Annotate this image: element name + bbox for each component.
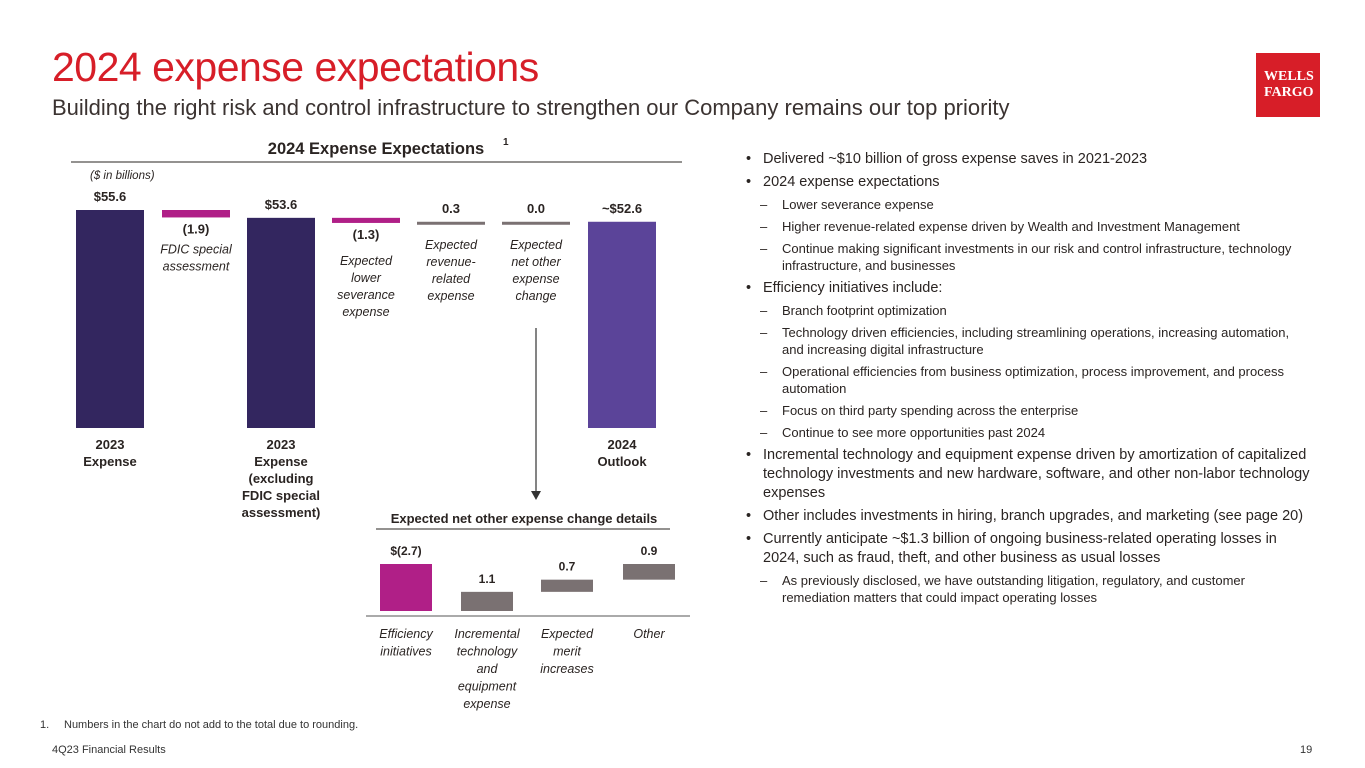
bullet-item: Other includes investments in hiring, br… bbox=[742, 507, 1310, 526]
sub-bullet-item: Lower severance expense bbox=[742, 196, 1310, 213]
details-value-label: 0.9 bbox=[641, 544, 658, 558]
bar-annotation: expense bbox=[342, 305, 389, 319]
bar-value-label: 0.0 bbox=[527, 201, 545, 216]
details-category-label: Efficiency bbox=[379, 627, 433, 641]
chart-title-superscript: 1 bbox=[503, 137, 509, 148]
page-title: 2024 expense expectations bbox=[52, 44, 539, 90]
sub-bullet-item: As previously disclosed, we have outstan… bbox=[742, 572, 1310, 606]
sub-bullet-item: Focus on third party spending across the… bbox=[742, 402, 1310, 419]
details-bar bbox=[461, 591, 513, 611]
details-bar bbox=[380, 564, 432, 611]
sub-bullet-item: Continue to see more opportunities past … bbox=[742, 424, 1310, 441]
footnote-number: 1. bbox=[40, 719, 50, 731]
details-value-label: 1.1 bbox=[479, 572, 496, 586]
details-bar bbox=[623, 564, 675, 580]
waterfall-bar bbox=[162, 210, 230, 218]
waterfall-bar bbox=[502, 221, 570, 225]
details-category-label: initiatives bbox=[380, 645, 431, 659]
details-category-label: Incremental bbox=[454, 627, 521, 641]
expense-charts: 2024 Expense Expectations 1 ($ in billions… bbox=[71, 137, 690, 711]
sub-bullet-item: Higher revenue-related expense driven by… bbox=[742, 218, 1310, 235]
bar-annotation: assessment bbox=[163, 259, 230, 273]
details-chart-title: Expected net other expense change detail… bbox=[391, 511, 658, 526]
waterfall-bar bbox=[247, 217, 315, 428]
chart-title: 2024 Expense Expectations bbox=[268, 140, 484, 158]
bullet-list: Delivered ~$10 billion of gross expense … bbox=[742, 150, 1310, 611]
bar-annotation: revenue- bbox=[426, 255, 475, 269]
footer-label: 4Q23 Financial Results bbox=[52, 744, 166, 756]
bullet-item: Currently anticipate ~$1.3 billion of on… bbox=[742, 530, 1310, 568]
details-category-label: Other bbox=[633, 627, 665, 641]
bullet-item: 2024 expense expectations bbox=[742, 173, 1310, 192]
details-value-label: 0.7 bbox=[559, 560, 576, 574]
details-category-label: equipment bbox=[458, 680, 517, 694]
sub-bullet-item: Technology driven efficiencies, includin… bbox=[742, 324, 1310, 358]
bar-value-label: $55.6 bbox=[94, 189, 127, 204]
bar-annotation: expense bbox=[512, 272, 559, 286]
bullet-item: Efficiency initiatives include: bbox=[742, 279, 1310, 298]
logo-line-2: FARGO bbox=[1264, 85, 1314, 100]
category-label: assessment) bbox=[242, 505, 321, 520]
bar-value-label: (1.9) bbox=[183, 221, 210, 236]
bar-annotation: change bbox=[515, 289, 556, 303]
details-category-label: increases bbox=[540, 662, 594, 676]
page-subtitle: Building the right risk and control infr… bbox=[52, 95, 1010, 120]
footnote: 1. Numbers in the chart do not add to the… bbox=[40, 719, 358, 731]
details-bar bbox=[541, 579, 593, 592]
sub-bullet-item: Branch footprint optimization bbox=[742, 302, 1310, 319]
waterfall-bar bbox=[588, 221, 656, 428]
waterfall-bar bbox=[76, 210, 144, 428]
bar-annotation: Expected bbox=[340, 254, 393, 268]
wells-fargo-logo: WELLS FARGO bbox=[1256, 53, 1320, 117]
bar-annotation: lower bbox=[351, 271, 382, 285]
category-label: Outlook bbox=[597, 454, 647, 469]
bar-annotation: related bbox=[432, 272, 471, 286]
category-label: 2023 bbox=[96, 437, 125, 452]
bar-value-label: (1.3) bbox=[353, 227, 380, 242]
details-category-label: expense bbox=[463, 697, 510, 711]
bullet-item: Incremental technology and equipment exp… bbox=[742, 446, 1310, 503]
waterfall-bar bbox=[332, 217, 400, 223]
page-number: 19 bbox=[1300, 744, 1313, 756]
bar-annotation: Expected bbox=[425, 238, 478, 252]
bar-annotation: severance bbox=[337, 288, 395, 302]
sub-bullet-item: Continue making significant investments … bbox=[742, 240, 1310, 274]
bar-annotation: net other bbox=[511, 255, 561, 269]
details-category-label: and bbox=[477, 662, 499, 676]
details-category-label: technology bbox=[457, 645, 518, 659]
bullet-item: Delivered ~$10 billion of gross expense … bbox=[742, 150, 1310, 169]
units-note: ($ in billions) bbox=[90, 170, 155, 182]
waterfall-bar bbox=[417, 221, 485, 225]
sub-bullet-item: Operational efficiencies from business o… bbox=[742, 363, 1310, 397]
bar-annotation: Expected bbox=[510, 238, 563, 252]
bar-value-label: 0.3 bbox=[442, 201, 460, 216]
bar-value-label: ~$52.6 bbox=[602, 201, 642, 216]
footnote-text: Numbers in the chart do not add to the t… bbox=[64, 719, 359, 731]
details-category-label: Expected bbox=[541, 627, 594, 641]
category-label: Expense bbox=[254, 454, 307, 469]
category-label: FDIC special bbox=[242, 488, 320, 503]
category-label: (excluding bbox=[248, 471, 313, 486]
bar-annotation: FDIC special bbox=[160, 242, 233, 256]
logo-line-1: WELLS bbox=[1264, 69, 1314, 84]
bar-annotation: expense bbox=[427, 289, 474, 303]
bar-value-label: $53.6 bbox=[265, 197, 298, 212]
category-label: 2023 bbox=[267, 437, 296, 452]
category-label: 2024 bbox=[608, 437, 638, 452]
category-label: Expense bbox=[83, 454, 136, 469]
arrow-head bbox=[531, 491, 541, 500]
details-value-label: $(2.7) bbox=[390, 544, 421, 558]
details-category-label: merit bbox=[553, 645, 581, 659]
